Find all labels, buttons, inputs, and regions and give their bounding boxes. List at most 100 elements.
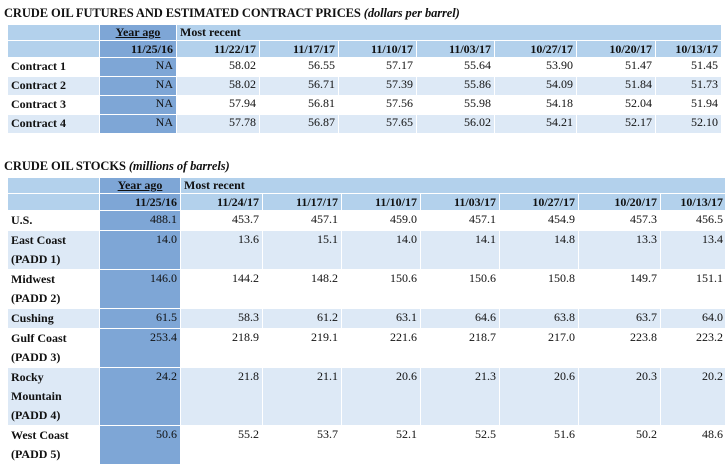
value-cell: 53.90 (494, 57, 577, 77)
table-row: Cushing 61.5 58.3 61.2 63.1 64.6 63.8 63.7 64.0 (7, 308, 725, 329)
futures-date-header: 11/03/17 (416, 40, 495, 58)
stocks-date-header: 10/20/17 (578, 193, 661, 211)
value-cell: 223.8 (578, 328, 661, 368)
value-cell: 51.47 (576, 57, 656, 77)
value-cell: 221.6 (341, 328, 421, 368)
value-cell: 148.2 (262, 269, 342, 309)
row-label: Cushing (7, 308, 100, 329)
value-cell: 14.8 (499, 230, 579, 270)
stocks-date-header: 11/10/17 (341, 193, 421, 211)
value-cell: 457.3 (578, 210, 661, 231)
year-ago-cell: NA (99, 76, 177, 96)
value-cell: 14.0 (341, 230, 421, 270)
year-ago-cell: 146.0 (99, 269, 181, 309)
table-row: Contract 1 NA 58.02 56.55 57.17 55.64 53.90 51.… (7, 57, 723, 77)
stocks-header-row-1: Year ago Most recent (7, 177, 725, 194)
value-cell: 56.81 (259, 95, 339, 115)
stocks-date-header: 11/24/17 (180, 193, 263, 211)
row-label-line: West Coast (11, 428, 69, 442)
value-cell: 13.4 (659, 230, 725, 270)
value-cell: 52.10 (654, 114, 723, 134)
row-label-line: Gulf Coast (11, 331, 67, 345)
value-cell: 20.6 (499, 367, 579, 426)
stocks-table: Year ago Most recent 11/25/16 11/24/17 1… (7, 177, 725, 465)
year-ago-cell: 253.4 (99, 328, 181, 368)
value-cell: 55.64 (416, 57, 495, 77)
value-cell: 457.1 (420, 210, 500, 231)
value-cell: 52.1 (341, 425, 421, 465)
futures-date-header: 10/27/17 (494, 40, 577, 58)
value-cell: 51.45 (654, 57, 723, 77)
table-row: Gulf Coast (PADD 3) 253.4 218.9 219.1 221.6 21… (7, 328, 725, 368)
row-label: U.S. (7, 210, 100, 231)
futures-most-recent-header: Most recent (175, 24, 723, 41)
value-cell: 56.71 (259, 76, 339, 96)
stocks-title-text: CRUDE OIL STOCKS (4, 159, 126, 173)
value-cell: 20.6 (341, 367, 421, 426)
stocks-date-header: 10/27/17 (499, 193, 579, 211)
year-ago-cell: 50.6 (99, 425, 181, 465)
futures-date-header: 11/25/16 (99, 40, 177, 58)
table-row: East Coast (PADD 1) 14.0 13.6 15.1 14.0 14.1 14… (7, 230, 725, 270)
row-label-line: Mountain (11, 389, 62, 403)
futures-header-corner-2 (7, 40, 100, 58)
value-cell: 55.98 (416, 95, 495, 115)
table-row: Contract 2 NA 58.02 56.71 57.39 55.86 54.09 51.… (7, 76, 723, 96)
row-label-line: U.S. (11, 213, 33, 227)
value-cell: 64.0 (659, 308, 725, 329)
futures-date-header: 10/13/17 (654, 40, 723, 58)
value-cell: 50.2 (578, 425, 661, 465)
row-label-line: Cushing (11, 311, 54, 325)
value-cell: 150.6 (420, 269, 500, 309)
value-cell: 15.1 (262, 230, 342, 270)
value-cell: 14.1 (420, 230, 500, 270)
row-label: East Coast (PADD 1) (7, 230, 100, 270)
stocks-date-header: 11/25/16 (99, 193, 181, 211)
value-cell: 51.94 (654, 95, 723, 115)
value-cell: 217.0 (499, 328, 579, 368)
value-cell: 20.3 (578, 367, 661, 426)
futures-date-header: 11/22/17 (176, 40, 260, 58)
value-cell: 57.65 (338, 114, 417, 134)
stocks-date-header: 10/13/17 (659, 193, 725, 211)
row-label: Rocky Mountain (PADD 4) (7, 367, 100, 426)
value-cell: 13.3 (578, 230, 661, 270)
row-label-line: Midwest (11, 272, 55, 286)
value-cell: 54.21 (494, 114, 577, 134)
value-cell: 218.9 (180, 328, 263, 368)
value-cell: 20.2 (659, 367, 725, 426)
row-label-line: East Coast (11, 233, 67, 247)
value-cell: 52.17 (576, 114, 656, 134)
value-cell: 54.09 (494, 76, 577, 96)
value-cell: 453.7 (180, 210, 263, 231)
stocks-date-header: 11/17/17 (262, 193, 342, 211)
futures-header-corner (7, 24, 100, 41)
stocks-title: CRUDE OIL STOCKS (millions of barrels) (4, 159, 230, 174)
futures-date-header: 10/20/17 (576, 40, 656, 58)
value-cell: 459.0 (341, 210, 421, 231)
row-label-line: (PADD 4) (11, 408, 61, 422)
table-row: West Coast (PADD 5) 50.6 55.2 53.7 52.1 52.5 51… (7, 425, 725, 465)
stocks-subtitle: (millions of barrels) (128, 159, 230, 173)
year-ago-cell: 61.5 (99, 308, 181, 329)
stocks-header-corner (7, 177, 100, 194)
stocks-year-ago-header: Year ago (99, 177, 181, 194)
year-ago-cell: 14.0 (99, 230, 181, 270)
value-cell: 51.73 (654, 76, 723, 96)
value-cell: 58.3 (180, 308, 263, 329)
value-cell: 218.7 (420, 328, 500, 368)
value-cell: 454.9 (499, 210, 579, 231)
table-row: Rocky Mountain (PADD 4) 24.2 21.8 21.1 20.6 21.… (7, 367, 725, 426)
futures-year-ago-header: Year ago (99, 24, 177, 41)
row-label-line: (PADD 2) (11, 291, 61, 305)
stocks-most-recent-header: Most recent (179, 177, 725, 194)
value-cell: 51.6 (499, 425, 579, 465)
value-cell: 55.2 (180, 425, 263, 465)
futures-table: Year ago Most recent 11/25/16 11/22/17 1… (7, 24, 723, 134)
value-cell: 64.6 (420, 308, 500, 329)
futures-date-header: 11/10/17 (338, 40, 417, 58)
value-cell: 149.7 (578, 269, 661, 309)
value-cell: 21.8 (180, 367, 263, 426)
futures-date-header: 11/17/17 (259, 40, 339, 58)
futures-title: CRUDE OIL FUTURES AND ESTIMATED CONTRACT… (4, 6, 460, 21)
